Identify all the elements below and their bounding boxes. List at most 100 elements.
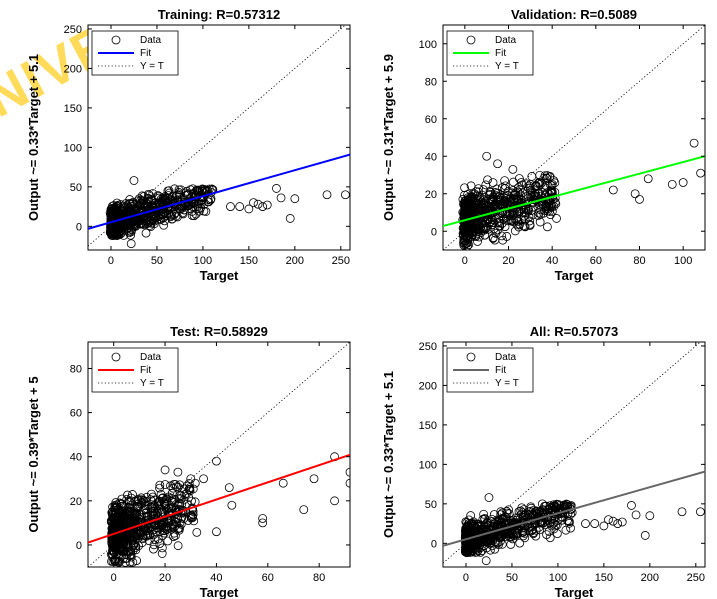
data-point	[599, 521, 609, 531]
data-point	[112, 231, 122, 241]
data-point	[608, 516, 618, 526]
legend-label: Y = T	[495, 61, 519, 72]
data-point	[488, 234, 498, 243]
x-tick-label: 250	[687, 572, 705, 584]
data-point	[627, 501, 636, 510]
data-point	[500, 176, 509, 186]
data-point	[122, 546, 132, 556]
legend-label: Data	[495, 352, 517, 363]
x-tick-label: 200	[286, 255, 304, 267]
regression-panel: 0 50 100 150 200 250 0 50 100 150 200 250 All: R=0.5…	[381, 324, 706, 599]
data-point	[235, 202, 245, 211]
y-tick-label: 200	[419, 380, 437, 392]
data-point	[109, 228, 118, 237]
data-point	[545, 518, 555, 528]
data-point	[473, 237, 482, 246]
data-point	[160, 465, 170, 475]
legend-data-marker	[466, 35, 476, 45]
data-point	[107, 208, 117, 218]
data-point	[227, 500, 237, 510]
y-axis-label: Output ~= 0.31*Target + 5.9	[381, 54, 396, 221]
data-point	[552, 529, 562, 539]
data-point	[529, 190, 539, 200]
data-point	[502, 506, 512, 516]
x-tick-label: 100	[194, 255, 212, 267]
y-tick-label: 250	[419, 341, 437, 353]
data-point	[108, 547, 118, 556]
data-point	[635, 194, 644, 204]
data-point	[203, 197, 213, 207]
data-point	[531, 525, 541, 535]
data-point	[523, 206, 533, 216]
data-point	[134, 541, 143, 551]
legend-label: Fit	[140, 48, 151, 59]
data-point	[109, 201, 119, 210]
fit-line	[88, 153, 350, 230]
data-point	[174, 525, 184, 535]
data-point	[520, 533, 530, 543]
data-point	[258, 202, 268, 211]
data-point	[463, 528, 472, 538]
data-point	[169, 532, 178, 542]
data-point	[531, 180, 541, 190]
data-point	[285, 214, 295, 223]
data-point	[186, 185, 195, 195]
data-point	[262, 200, 272, 210]
data-point	[168, 483, 178, 493]
data-point	[179, 514, 189, 524]
data-point	[115, 535, 125, 545]
data-point	[179, 484, 189, 494]
legend-label: Data	[495, 35, 517, 46]
y-tick-label: 0	[76, 221, 82, 233]
data-point	[484, 534, 494, 544]
x-tick-label: 40	[546, 255, 558, 267]
data-point	[540, 171, 550, 180]
data-point	[157, 549, 167, 558]
data-point	[129, 176, 139, 185]
data-point	[509, 202, 518, 212]
data-point	[110, 513, 119, 523]
data-point	[126, 230, 136, 240]
data-point	[510, 190, 519, 200]
legend-label: Fit	[140, 365, 151, 376]
data-point	[508, 164, 518, 174]
data-point	[122, 553, 132, 563]
data-point	[212, 456, 221, 466]
data-point	[536, 518, 546, 528]
data-point	[130, 513, 140, 523]
data-point	[493, 188, 503, 198]
data-point	[182, 489, 191, 499]
x-axis-label: Target	[555, 268, 594, 283]
data-point	[459, 199, 469, 208]
data-point	[146, 195, 156, 204]
data-point	[176, 185, 186, 195]
data-point	[518, 527, 527, 537]
data-point	[512, 214, 522, 223]
plot-area	[88, 342, 350, 567]
data-point	[160, 499, 169, 509]
y-tick-label: 150	[64, 103, 82, 115]
data-point	[114, 558, 124, 567]
y-tick-label: 200	[64, 63, 82, 75]
data-point	[145, 530, 155, 540]
x-tick-label: 100	[674, 255, 692, 267]
panel-title: Validation: R=0.5089	[511, 7, 637, 22]
data-point	[494, 540, 503, 550]
data-point	[540, 183, 550, 193]
data-point	[481, 556, 491, 566]
data-point	[482, 151, 492, 161]
data-point	[184, 484, 194, 494]
data-point	[514, 183, 523, 192]
x-tick-label: 80	[633, 255, 645, 267]
data-point	[130, 510, 140, 520]
data-point	[493, 159, 502, 169]
data-point	[158, 196, 167, 206]
data-point	[461, 526, 470, 535]
data-point	[171, 201, 181, 211]
data-point	[188, 202, 198, 212]
data-point	[131, 543, 141, 552]
data-point	[459, 230, 469, 240]
data-point	[132, 531, 142, 541]
data-point	[547, 187, 557, 197]
data-point	[167, 520, 177, 530]
